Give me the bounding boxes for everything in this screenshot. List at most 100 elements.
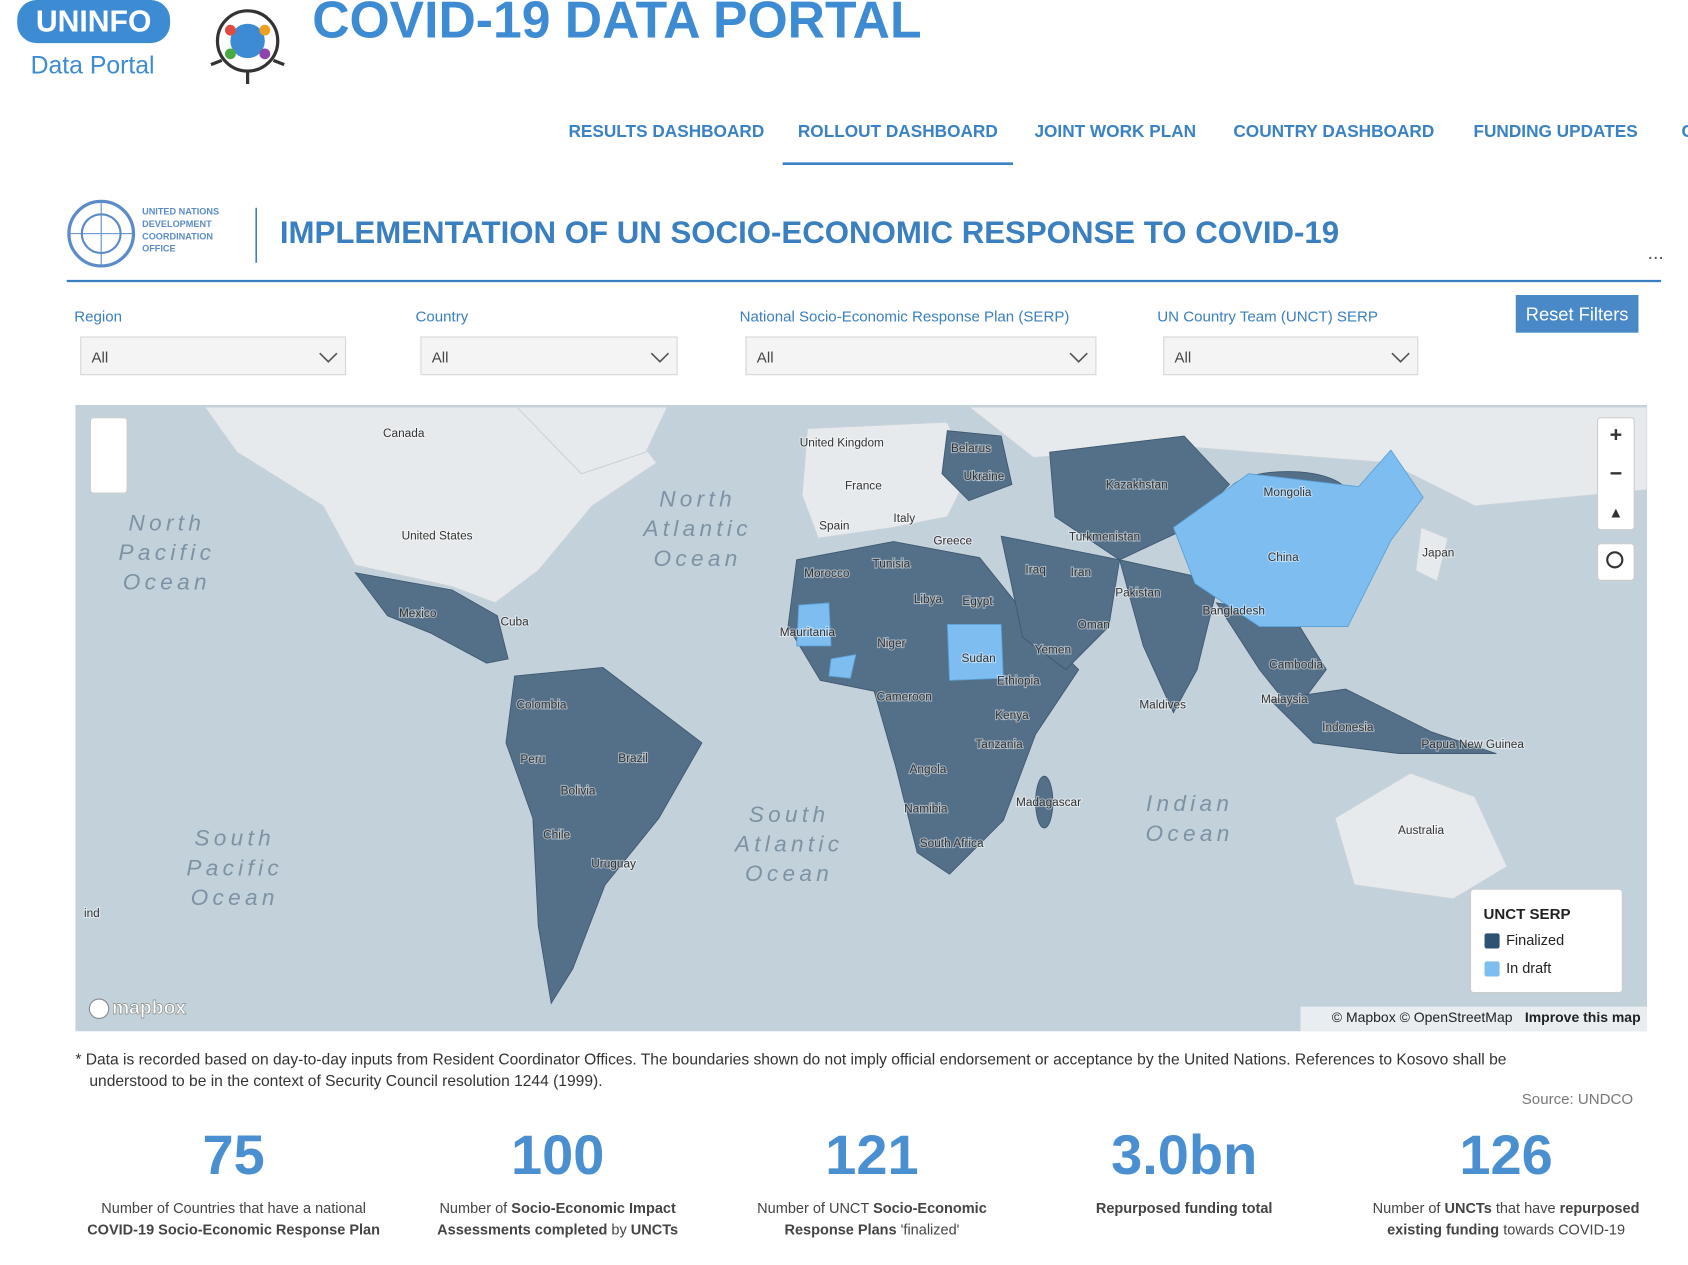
dropdown-arrow [650,352,670,363]
filter-value[interactable]: All [757,350,774,367]
filter-dropdown[interactable] [745,336,1097,376]
country-label: Ukraine [964,469,1005,483]
country-label: Namibia [904,802,948,816]
ocean-label: Ocean [1146,821,1234,846]
kpi-value: 100 [511,1123,604,1186]
country-label: Uruguay [591,857,636,871]
country-label: Cameroon [877,690,932,704]
ocean-label: Pacific [186,855,283,880]
kpi-value: 3.0bn [1111,1123,1257,1186]
country-label: Oman [1078,618,1110,632]
ocean-label: Ocean [191,885,279,910]
filter-value[interactable]: All [92,350,109,367]
kpi-caption: existing funding towards COVID-19 [1387,1222,1625,1238]
country-label: United States [402,528,473,542]
kpi-caption-part: Socio-Economic Impact [511,1201,676,1217]
mapbox-logo[interactable]: mapbox [112,997,187,1020]
zoom-out[interactable]: − [1610,461,1623,485]
country-label: Iraq [1025,563,1045,577]
country-label: Papua New Guinea [1421,737,1524,751]
reset-label[interactable]: Reset Filters [1526,303,1629,324]
country-label: Tanzania [975,737,1023,751]
nav-item[interactable]: COUNTRY DASHBOARD [1233,121,1434,141]
filter-label: UN Country Team (UNCT) SERP [1157,309,1378,326]
country-label: Cambodia [1269,657,1323,671]
nav-item[interactable]: RESULTS DASHBOARD [568,121,764,141]
more-menu[interactable]: ... [1648,242,1664,264]
nav-item[interactable]: ROLLOUT DASHBOARD [798,121,998,141]
country-label: Kazakhstan [1106,478,1168,492]
ocean-label: North [659,487,736,512]
logo-sub[interactable]: Data Portal [31,52,155,79]
map-tools[interactable] [89,417,128,494]
filter-label: Country [416,309,469,326]
country-label: Peru [520,752,545,766]
nav: RESULTS DASHBOARD ROLLOUT DASHBOARD JOINT … [568,121,1688,166]
kpis: 75 Number of Countries that have a nation… [87,1123,1639,1238]
country-label: Bangladesh [1202,604,1264,618]
country-label: Niger [877,636,905,650]
country-label: Angola [910,762,947,776]
search-button[interactable] [1597,543,1635,581]
kpi-caption-part: Number of Countries that have a national [101,1201,366,1217]
kpi-caption: Response Plans 'finalized' [784,1222,959,1238]
filter-dropdown[interactable] [420,336,678,376]
filter-label: National Socio-Economic Response Plan (S… [740,309,1070,326]
search-icon[interactable] [1606,551,1624,569]
ocean-label: South [749,802,830,827]
country-label: Cuba [500,614,529,628]
compass[interactable]: ▲ [1608,505,1623,522]
ocean-label: Indian [1146,791,1233,816]
kpi-caption-part: Number of [439,1201,511,1217]
dropdown-arrow [1391,352,1410,363]
country-label: United Kingdom [800,436,884,450]
kpi-caption: Number of Countries that have a national [101,1201,366,1217]
country-label: Ethiopia [997,674,1040,688]
nav-item[interactable]: JOINT WORK PLAN [1034,121,1196,141]
zoom-controls[interactable] [1597,417,1635,531]
mapbox-icon [88,998,110,1019]
country-label: Mongolia [1264,485,1312,499]
country-label: Kenya [995,708,1029,722]
logo-pill[interactable] [17,0,171,44]
legend-title: UNCT SERP [1483,906,1570,923]
country-label: Pakistan [1115,585,1160,599]
report-title: IMPLEMENTATION OF UN SOCIO-ECONOMIC RESP… [280,215,1339,250]
legend-label: Finalized [1506,933,1564,949]
nav-item[interactable]: C [1682,121,1688,141]
attribution[interactable]: © Mapbox © OpenStreetMap [1332,1009,1513,1025]
country-label: Japan [1422,546,1454,560]
kpi-caption-part: by [607,1222,630,1238]
kpi-caption-part: 'finalized' [897,1222,960,1238]
map[interactable]: Canada United States Mexico Cuba Colombia Per… [75,404,1648,1032]
improve-map[interactable]: Improve this map [1525,1009,1641,1025]
filter-dropdown[interactable] [80,336,347,376]
nav-item[interactable]: FUNDING UPDATES [1473,121,1637,141]
country-label: Sudan [961,651,995,665]
kpi-caption-part: Number of UNCT [757,1201,873,1217]
kpi-caption-part: COVID-19 Socio-Economic Response Plan [87,1222,380,1238]
kpi-caption: Repurposed funding total [1096,1201,1273,1217]
ocean-label: Ocean [654,546,742,571]
country-label: Egypt [962,594,993,608]
country-label: France [845,479,882,493]
ocean-label: Ocean [745,861,833,886]
filter-value[interactable]: All [432,350,449,367]
attribution-bg [1300,1006,1648,1032]
filter-value[interactable]: All [1174,350,1191,367]
filter-dropdown[interactable] [1163,336,1419,376]
ocean-label: Ocean [123,569,211,594]
ocean-label: North [128,510,205,535]
country-label: Mauritania [780,625,836,639]
country-label: Turkmenistan [1069,529,1140,543]
reset-button[interactable] [1515,295,1639,333]
zoom-in[interactable]: + [1610,423,1623,447]
country-label: China [1268,550,1299,564]
kpi-caption-part: that have [1492,1201,1560,1217]
legend-label: In draft [1506,961,1551,977]
kpi-caption-part: towards COVID-19 [1499,1222,1625,1238]
logo-top[interactable]: UNINFO [36,6,151,39]
ocean-label: Atlantic [641,516,752,541]
dropdown-arrow [319,352,338,363]
